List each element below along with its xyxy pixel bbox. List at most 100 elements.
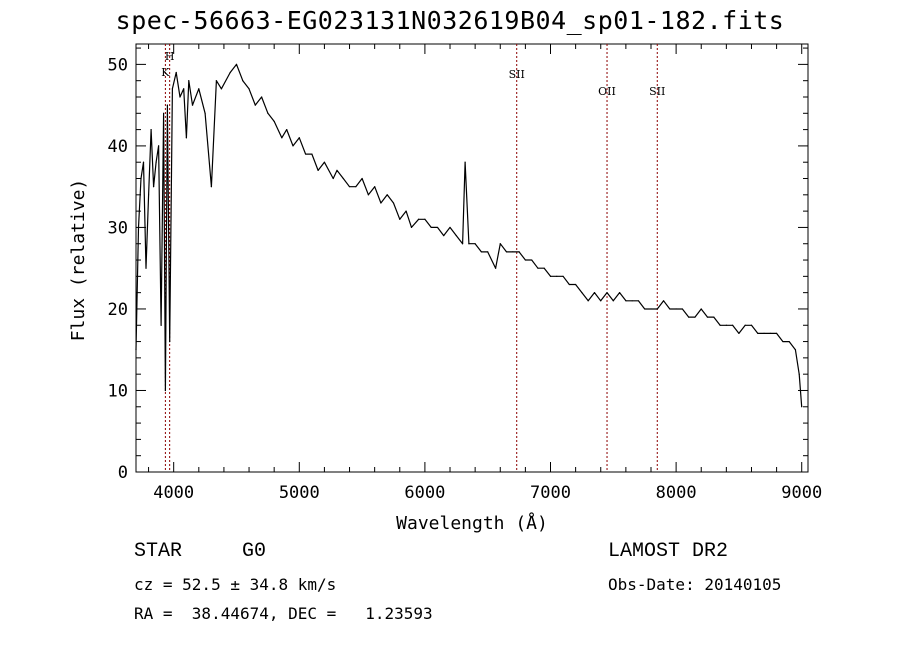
spectrum-point [248, 88, 250, 90]
spectrum-point [254, 104, 256, 106]
line-marker-label: SII [509, 68, 525, 81]
spectrum-point [166, 104, 169, 106]
spectrum-point [738, 332, 740, 335]
spectrum-point [505, 251, 508, 253]
y-tick-label: 40 [108, 137, 128, 157]
spectrum-point [145, 267, 147, 269]
line-marker-label: H [165, 50, 175, 63]
spectrum-point [311, 153, 313, 155]
spectrum-point [732, 324, 734, 326]
spectrum-point [700, 308, 702, 310]
line-marker-label: SII [649, 85, 665, 98]
spectrum-point [644, 308, 646, 310]
spectrum-point [183, 88, 185, 90]
spectrum-point [480, 251, 483, 253]
spectrum-point [499, 243, 501, 245]
spectrum-point [261, 96, 263, 98]
spectrum-point [158, 145, 160, 147]
spectrum-point [191, 104, 194, 106]
spectrum-point [410, 226, 413, 229]
spectrum-point [662, 300, 665, 302]
spectrum-point [164, 389, 166, 392]
spectrum-point [204, 112, 206, 114]
spectrum-point [342, 177, 344, 180]
spectrum-point [286, 129, 288, 131]
observation-date: Obs-Date: 20140105 [608, 575, 782, 594]
spectrum-point [142, 161, 145, 163]
spectrum-point [581, 292, 583, 294]
spectrum-line [135, 63, 803, 407]
spectrum-point [713, 316, 715, 318]
spectrum-point [298, 137, 300, 139]
spectrum-point [637, 300, 640, 302]
coordinates: RA = 38.44674, DEC = 1.23593 [134, 604, 433, 623]
spectrum-point [631, 300, 633, 302]
spectrum-point [336, 169, 338, 171]
spectrum-point [625, 300, 627, 302]
spectrum-point [606, 292, 608, 294]
spectrum-point [763, 332, 765, 335]
spectrum-point [757, 332, 759, 335]
axis-ticks: 4000 5000 6000 7000 8000 9000 0 10 20 30 40 50 [108, 44, 822, 503]
y-tick-label: 10 [108, 381, 128, 401]
spectrum-point [512, 251, 514, 253]
spectrum-point [163, 112, 165, 114]
spectrum-point [464, 161, 466, 163]
spectrum-point [549, 275, 552, 277]
axes-frame [135, 43, 809, 473]
spectrum-point [744, 324, 746, 326]
spectrum-point [474, 243, 476, 245]
spectrum-point [185, 137, 187, 139]
spectrum-point [568, 283, 570, 286]
y-axis-label: Flux (relative) [68, 179, 89, 342]
spectrum-point [273, 120, 275, 123]
spectrum-point [424, 218, 426, 220]
spectrum-point [210, 186, 212, 188]
spectrum-point [468, 243, 470, 245]
spectrum-point [495, 267, 497, 269]
spectrum-point [348, 186, 351, 188]
spectrum-point [169, 340, 171, 343]
spectrum-point [618, 292, 621, 294]
spectrum-point [220, 88, 223, 90]
spectrum-point [487, 251, 489, 253]
spectrum-point [317, 169, 319, 171]
chart-title: spec-56663-EG023131N032619B04_sp01-182.f… [115, 6, 785, 35]
x-tick-label: 6000 [404, 483, 445, 503]
x-tick-label: 9000 [781, 483, 822, 503]
spectrum-point [537, 267, 539, 269]
x-tick-label: 5000 [279, 483, 320, 503]
spectrum-point [355, 186, 357, 188]
spectrum-point [140, 177, 142, 180]
spectrum-point [281, 137, 283, 139]
spectrum-point [769, 332, 771, 335]
spectrum-point [587, 300, 589, 302]
spectrum-point [323, 161, 326, 163]
spectrum-point [171, 88, 174, 90]
spectrum-point [332, 177, 334, 180]
spectrum-point [242, 80, 244, 82]
x-tick-label: 8000 [656, 483, 697, 503]
survey-name: LAMOST DR2 [608, 540, 729, 563]
spectrum-point [215, 80, 217, 82]
y-tick-label: 20 [108, 300, 128, 320]
line-marker-label: OII [598, 85, 616, 98]
spectrum-point [801, 406, 803, 408]
spectrum-point [392, 202, 395, 204]
redshift-velocity: cz = 52.5 ± 34.8 km/s [134, 575, 337, 594]
spectrum-point [455, 234, 457, 237]
spectrum-point [399, 218, 401, 220]
spectrum-point [135, 349, 137, 351]
spectrum-point [147, 194, 150, 196]
emission-line-markers: HK SII OII SII [161, 44, 665, 472]
x-tick-label: 7000 [530, 483, 571, 503]
spectrum-point [675, 308, 677, 310]
spectrum-point [612, 300, 614, 302]
spectrum-point [725, 324, 727, 326]
spectrum-point [160, 324, 162, 326]
spectrum-point [137, 226, 140, 229]
spectrum-point [531, 259, 533, 261]
y-tick-label: 0 [118, 463, 128, 483]
